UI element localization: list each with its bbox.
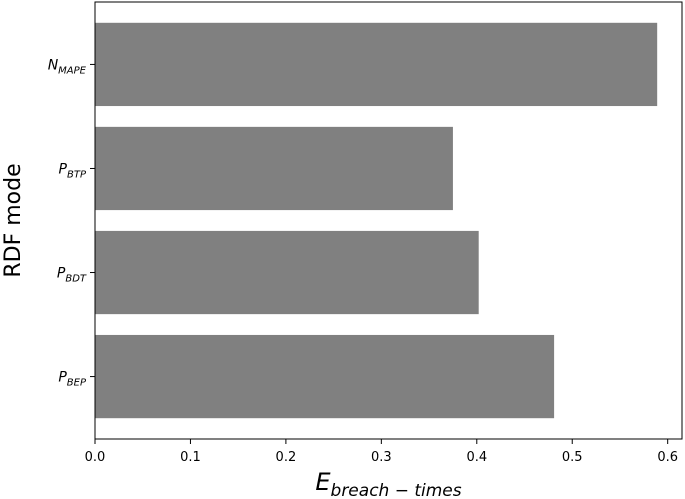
- y-tick-label: PBTP: [59, 161, 87, 180]
- bar-p-bep: [95, 334, 555, 419]
- x-tick-label: 0.0: [85, 450, 106, 465]
- bars-group: [95, 22, 658, 419]
- x-tick-label: 0.5: [562, 450, 583, 465]
- bar-p-bdt: [95, 230, 479, 315]
- y-tick-label-main: P: [57, 266, 66, 282]
- y-tick-label-sub: BEP: [67, 378, 87, 389]
- y-tick-label-main: P: [59, 161, 68, 177]
- y-tick-label-sub: BDT: [65, 274, 87, 285]
- x-axis-label-sub: breach − times: [331, 481, 462, 499]
- x-axis-label: Ebreach − times: [315, 468, 461, 499]
- x-tick-label: 0.2: [276, 450, 297, 465]
- plot-frame: [94, 1, 683, 440]
- y-tick-label: NMAPE: [48, 57, 87, 76]
- y-tick-label-main: N: [48, 57, 59, 73]
- y-tick-label: PBDT: [57, 266, 87, 285]
- bar-n-mape: [95, 22, 658, 107]
- x-tick-label: 0.4: [466, 450, 487, 465]
- x-tick-label: 0.6: [657, 450, 678, 465]
- x-axis-ticks: 0.0 0.1 0.2 0.3 0.4 0.5 0.6: [85, 439, 678, 465]
- y-axis-label: RDF mode: [1, 163, 26, 277]
- y-tick-label-sub: MAPE: [58, 65, 86, 76]
- x-tick-label: 0.1: [180, 450, 201, 465]
- x-tick-label: 0.3: [371, 450, 392, 465]
- y-tick-label-main: P: [58, 370, 67, 386]
- y-tick-label-sub: BTP: [67, 169, 87, 180]
- bar-p-btp: [95, 126, 453, 211]
- x-axis-label-main: E: [315, 468, 331, 496]
- y-tick-label: PBEP: [58, 370, 87, 389]
